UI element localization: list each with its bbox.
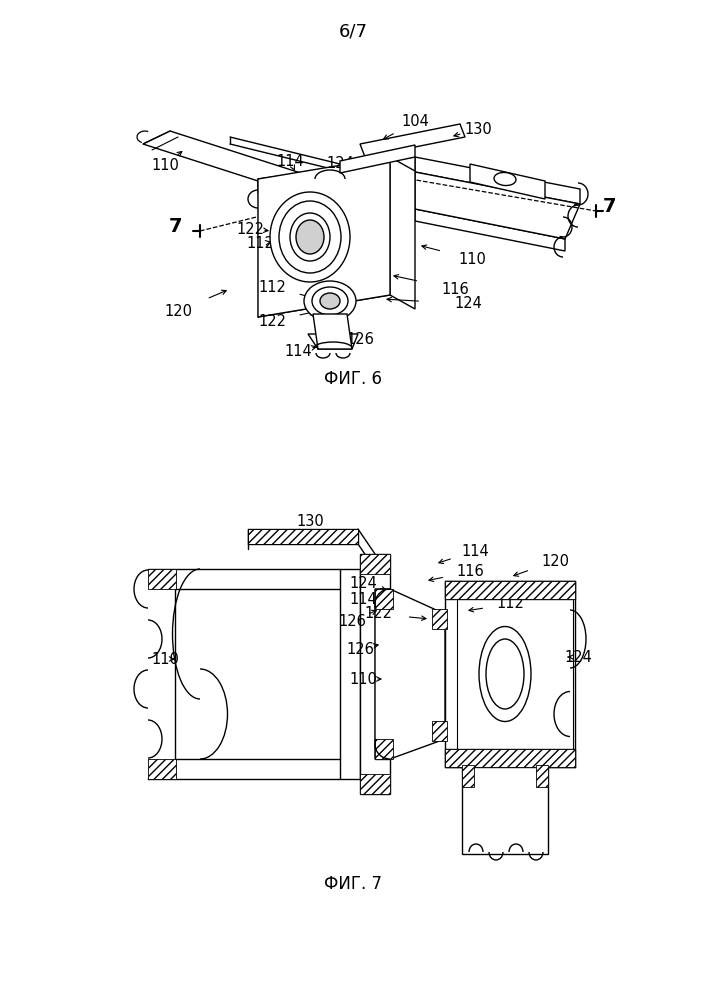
Text: 122: 122 [364, 606, 392, 621]
Text: 124: 124 [454, 297, 482, 312]
Text: 122: 122 [258, 314, 286, 329]
Bar [248, 529, 358, 544]
Text: ФИГ. 6: ФИГ. 6 [324, 370, 382, 388]
Ellipse shape [479, 626, 531, 721]
Bar [432, 609, 447, 629]
Text: 114: 114 [284, 344, 312, 359]
Text: 124: 124 [326, 156, 354, 171]
Text: 130: 130 [296, 513, 324, 528]
Bar [445, 581, 575, 599]
Ellipse shape [296, 220, 324, 254]
Bar [536, 765, 548, 787]
Polygon shape [258, 157, 415, 193]
Ellipse shape [279, 201, 341, 273]
Text: 114: 114 [349, 591, 377, 606]
Text: 116: 116 [441, 282, 469, 297]
Text: 110: 110 [458, 252, 486, 267]
Polygon shape [415, 157, 580, 204]
Ellipse shape [270, 192, 350, 282]
Polygon shape [360, 554, 390, 794]
Text: 116: 116 [456, 564, 484, 579]
Bar [360, 554, 390, 574]
Text: 126: 126 [346, 641, 374, 656]
Polygon shape [462, 767, 548, 854]
Ellipse shape [304, 281, 356, 321]
Ellipse shape [320, 293, 340, 309]
Text: 126: 126 [338, 613, 366, 628]
Ellipse shape [312, 287, 348, 315]
Ellipse shape [486, 639, 524, 709]
Polygon shape [375, 589, 445, 759]
Polygon shape [258, 157, 390, 317]
Bar [432, 721, 447, 741]
Text: 120: 120 [541, 553, 569, 568]
Bar [445, 749, 575, 767]
Text: 110: 110 [349, 671, 377, 686]
Bar [445, 749, 575, 767]
Text: 120: 120 [164, 304, 192, 319]
Polygon shape [313, 314, 352, 349]
Text: 112: 112 [496, 596, 524, 611]
Ellipse shape [494, 173, 516, 186]
Polygon shape [415, 209, 565, 251]
Text: 114: 114 [461, 543, 489, 558]
Text: 110: 110 [151, 651, 179, 666]
Text: 130: 130 [464, 122, 492, 137]
Polygon shape [143, 131, 310, 189]
Bar [462, 765, 474, 787]
Ellipse shape [290, 213, 330, 261]
Bar [375, 739, 393, 759]
Text: 122: 122 [236, 222, 264, 237]
Bar [360, 774, 390, 794]
Bar [375, 589, 393, 609]
Polygon shape [308, 334, 358, 349]
Text: 104: 104 [401, 115, 429, 130]
Text: 124: 124 [564, 649, 592, 664]
Text: 7: 7 [603, 198, 617, 217]
Bar [445, 581, 575, 599]
Text: 112: 112 [246, 237, 274, 252]
Polygon shape [340, 145, 415, 173]
Text: 112: 112 [258, 280, 286, 295]
Text: 124: 124 [349, 576, 377, 591]
Text: 126: 126 [346, 332, 374, 347]
Polygon shape [470, 164, 545, 199]
Text: 110: 110 [151, 158, 179, 173]
Text: 114: 114 [276, 154, 304, 169]
Bar [148, 759, 176, 779]
Polygon shape [360, 124, 465, 157]
Bar [148, 569, 176, 589]
Polygon shape [415, 172, 580, 239]
Polygon shape [390, 157, 415, 309]
Text: ФИГ. 7: ФИГ. 7 [324, 875, 382, 893]
Text: 7: 7 [168, 218, 181, 237]
Text: 6/7: 6/7 [338, 22, 368, 40]
Bar [248, 529, 358, 544]
